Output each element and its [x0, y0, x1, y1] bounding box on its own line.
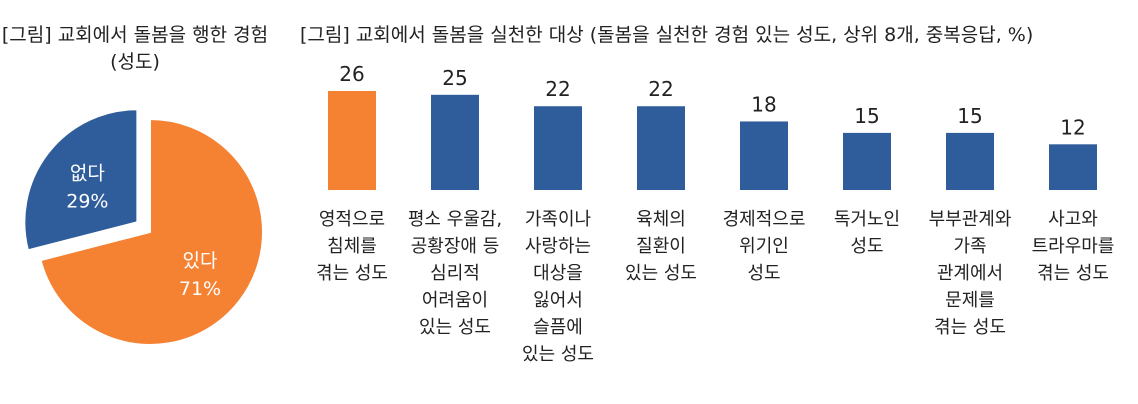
bar-chart-title: [그림] 교회에서 돌봄을 실천한 대상 (돌봄을 실천한 경험 있는 성도, … — [300, 24, 1034, 46]
bar-value-label: 18 — [751, 92, 776, 116]
bar-5 — [740, 121, 788, 190]
bar-value-label: 25 — [442, 66, 467, 90]
bar-value-label: 15 — [957, 104, 982, 128]
bar-7 — [946, 132, 994, 190]
bar-8 — [1049, 144, 1097, 190]
bar-value-label: 12 — [1060, 115, 1085, 139]
pie-slice-label: 있다 — [183, 250, 218, 272]
pie-slice-value: 29% — [66, 190, 108, 212]
pie-slice-1 — [39, 117, 264, 346]
category-label: 가족이나 사랑하는 대상을 잃어서 슬픔에 있는 성도 — [522, 209, 594, 365]
bar-value-label: 22 — [545, 77, 570, 101]
pie-slice-label: 없다 — [70, 162, 105, 184]
pie-chart-title: [그림] 교회에서 돌봄을 행한 경험 (성도) — [1, 24, 269, 73]
pie-slice-value: 71% — [179, 278, 221, 300]
bar-4 — [637, 106, 685, 190]
bar-value-label: 22 — [648, 77, 673, 101]
category-label: 평소 우울감, 공황장애 등 심리적 어려움이 있는 성도 — [407, 209, 503, 338]
category-label: 독거노인 성도 — [833, 209, 901, 257]
category-label: 사고와 트라우마를 겪는 성도 — [1031, 209, 1115, 284]
category-label: 경제적으로 위기인 성도 — [722, 209, 806, 284]
category-label: 육체의 질환이 있는 성도 — [625, 209, 697, 284]
bar-value-label: 26 — [339, 62, 364, 86]
category-label: 영적으로 침체를 겪는 성도 — [316, 209, 388, 284]
bar-2 — [431, 94, 479, 190]
bar-value-label: 15 — [854, 104, 879, 128]
pie-slice-2 — [23, 108, 139, 252]
bar-3 — [534, 106, 582, 190]
bar-6 — [843, 132, 891, 190]
category-label: 부부관계와 가족 관계에서 문제를 겪는 성도 — [928, 209, 1012, 338]
bar-1 — [328, 91, 376, 190]
